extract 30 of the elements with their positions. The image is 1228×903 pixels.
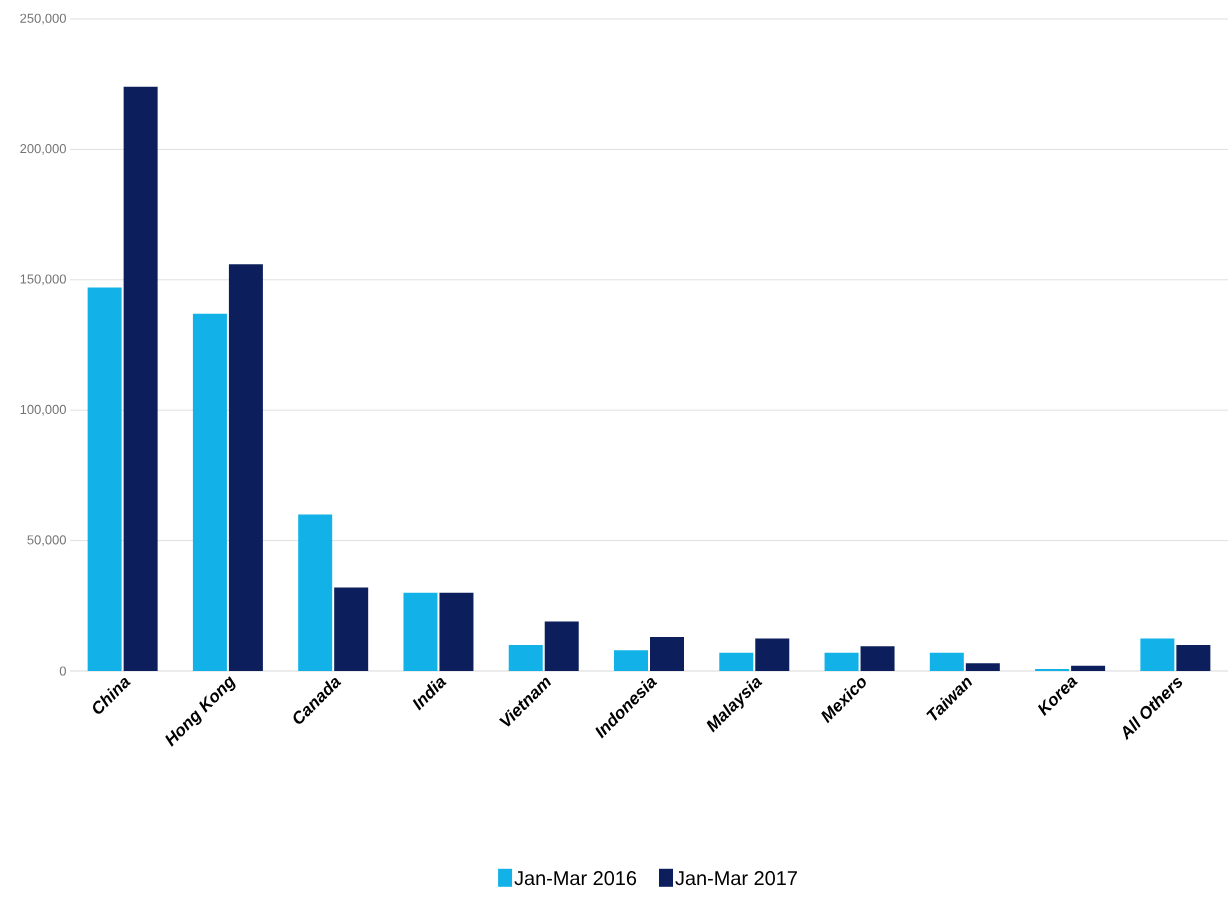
bar bbox=[1176, 644, 1211, 671]
bar bbox=[403, 592, 438, 671]
legend-label: Jan-Mar 2017 bbox=[675, 871, 797, 886]
y-tick-label: 150,000 bbox=[20, 274, 66, 286]
bar bbox=[123, 86, 158, 671]
bar bbox=[650, 637, 684, 671]
bar bbox=[439, 592, 474, 671]
y-tick-label: 0 bbox=[59, 666, 66, 676]
bar bbox=[544, 621, 579, 671]
bar bbox=[508, 644, 543, 671]
bar bbox=[1035, 668, 1070, 671]
y-tick-label: 100,000 bbox=[20, 404, 66, 416]
bar bbox=[1071, 665, 1106, 671]
bar bbox=[860, 646, 895, 671]
bar bbox=[228, 264, 263, 671]
bar bbox=[824, 652, 859, 671]
bar bbox=[298, 514, 333, 671]
bar bbox=[929, 652, 964, 671]
bar bbox=[719, 652, 754, 671]
y-tick-label: 50,000 bbox=[27, 535, 66, 546]
bar bbox=[87, 287, 122, 671]
bar bbox=[755, 638, 790, 671]
y-tick-label: 200,000 bbox=[20, 144, 66, 155]
bar bbox=[192, 313, 227, 671]
bar bbox=[1140, 638, 1175, 671]
bar bbox=[965, 663, 1000, 671]
legend-label: Jan-Mar 2016 bbox=[514, 871, 637, 886]
bar bbox=[334, 587, 369, 671]
y-tick-label: 250,000 bbox=[20, 13, 66, 25]
bar bbox=[614, 650, 649, 671]
